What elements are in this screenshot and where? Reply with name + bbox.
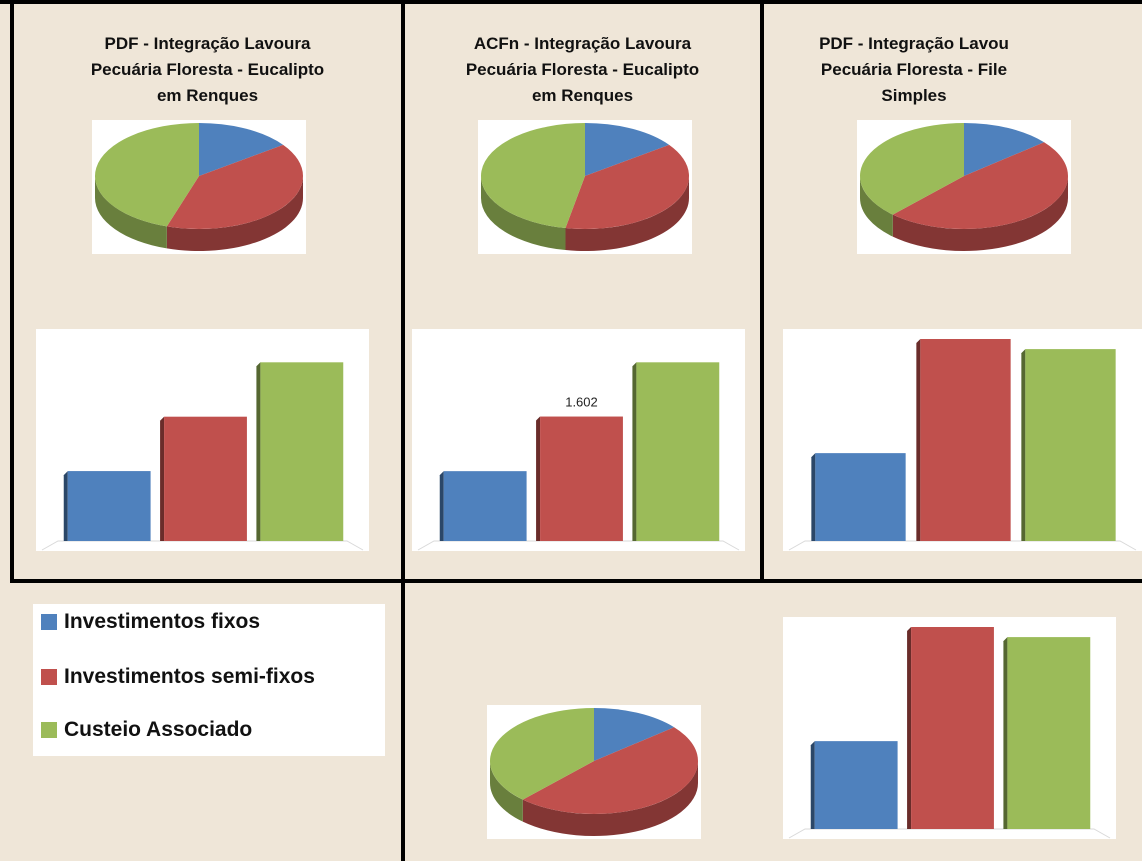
panel-2-title-line-1: ACFn - Integração Lavoura bbox=[473, 34, 692, 53]
floor-line bbox=[417, 540, 740, 551]
pie-chart-1 bbox=[92, 120, 306, 254]
slice-investimentos-semi-fixos bbox=[522, 727, 698, 814]
bar-svg bbox=[788, 339, 1137, 551]
top-border bbox=[0, 0, 1142, 4]
divider-vertical-2 bbox=[760, 0, 764, 583]
slice-investimentos-semi-fixos-side bbox=[522, 761, 698, 836]
slice-investimentos-semi-fixos bbox=[892, 142, 1068, 229]
panel-3-title-line-3: Simples bbox=[881, 86, 947, 105]
slice-custeio-associado-side bbox=[490, 761, 523, 822]
slice-investimentos-semi-fixos-side bbox=[166, 176, 303, 251]
slice-investimentos-semi-fixos-side bbox=[892, 176, 1068, 251]
bar-investimentos-semi-fixos bbox=[920, 339, 1011, 541]
bar-investimentos-fixos bbox=[443, 471, 527, 541]
floor-line bbox=[41, 540, 364, 551]
bar-investimentos-fixos bbox=[814, 741, 898, 829]
left-border bbox=[10, 0, 14, 583]
legend-item-investimentos-fixos: Investimentos fixos bbox=[41, 606, 260, 638]
legend-swatch-blue bbox=[41, 614, 57, 630]
bar-svg bbox=[41, 362, 364, 551]
panel-1-title: PDF - Integração Lavoura Pecuária Flores… bbox=[14, 31, 401, 109]
divider-horizontal bbox=[10, 579, 1142, 583]
panel-1-title-line-1: PDF - Integração Lavoura bbox=[104, 34, 311, 53]
bar-investimentos-fixos bbox=[815, 453, 906, 541]
panel-3-title-line-2: Pecuária Floresta - File bbox=[820, 60, 1008, 79]
bar-investimentos-semi-fixos bbox=[540, 416, 623, 541]
bar-investimentos-fixos-side bbox=[811, 453, 816, 541]
bar-chart-3 bbox=[783, 329, 1142, 551]
bar-chart-1 bbox=[36, 329, 369, 551]
bar-investimentos-semi-fixos-side bbox=[160, 416, 165, 541]
pie-chart-2 bbox=[478, 120, 692, 254]
floor-line bbox=[788, 540, 1137, 551]
bar-custeio-associado-side bbox=[632, 362, 637, 541]
bar-custeio-associado-side bbox=[256, 362, 261, 541]
bar-custeio-associado bbox=[1025, 349, 1116, 541]
slice-investimentos-fixos bbox=[594, 708, 675, 761]
bar-custeio-associado bbox=[636, 362, 720, 541]
pie-svg bbox=[490, 708, 698, 836]
bar-investimentos-semi-fixos bbox=[164, 416, 247, 541]
legend-item-investimentos-semi-fixos: Investimentos semi-fixos bbox=[41, 661, 315, 693]
slice-custeio-associado-side bbox=[481, 176, 566, 251]
slice-investimentos-fixos bbox=[199, 123, 284, 176]
panel-2-title-line-3: em Renques bbox=[531, 86, 634, 105]
pie-svg bbox=[860, 123, 1068, 251]
legend: Investimentos fixos Investimentos semi-f… bbox=[33, 604, 385, 756]
legend-swatch-green bbox=[41, 722, 57, 738]
bar-svg bbox=[788, 627, 1111, 839]
bar-investimentos-semi-fixos-side bbox=[916, 339, 921, 541]
bar-investimentos-fixos bbox=[67, 471, 151, 541]
bar-svg: 1.602 bbox=[417, 362, 740, 551]
legend-label: Investimentos semi-fixos bbox=[64, 665, 315, 688]
pie-svg bbox=[94, 123, 304, 251]
slice-investimentos-fixos bbox=[964, 123, 1045, 176]
panel-3-title: PDF - Integração Lavou Pecuária Floresta… bbox=[778, 31, 1050, 109]
bar-custeio-associado-side bbox=[1021, 349, 1026, 541]
data-label: 1.602 bbox=[565, 395, 598, 410]
bar-investimentos-semi-fixos-side bbox=[536, 416, 541, 541]
bar-custeio-associado bbox=[1007, 637, 1091, 829]
bar-chart-4 bbox=[783, 617, 1116, 839]
slice-investimentos-semi-fixos bbox=[565, 144, 689, 229]
bar-investimentos-fixos-side bbox=[63, 471, 68, 541]
slice-custeio-associado-side bbox=[860, 176, 893, 237]
bar-custeio-associado-side bbox=[1003, 637, 1008, 829]
slice-investimentos-fixos bbox=[585, 123, 670, 176]
divider-vertical-1 bbox=[401, 0, 405, 861]
panel-1-title-line-2: Pecuária Floresta - Eucalipto bbox=[90, 60, 325, 79]
slice-custeio-associado-side bbox=[95, 176, 167, 249]
slice-custeio-associado bbox=[94, 123, 199, 227]
bar-chart-2: 1.602 bbox=[412, 329, 745, 551]
slice-custeio-associado bbox=[860, 123, 964, 215]
bar-investimentos-semi-fixos-side bbox=[907, 627, 912, 829]
legend-item-custeio-associado: Custeio Associado bbox=[41, 714, 252, 746]
slice-investimentos-semi-fixos-side bbox=[565, 176, 689, 251]
bar-investimentos-fixos-side bbox=[439, 471, 444, 541]
bar-custeio-associado bbox=[260, 362, 344, 541]
bar-investimentos-semi-fixos bbox=[911, 627, 994, 829]
pie-chart-3 bbox=[857, 120, 1071, 254]
panel-2-title: ACFn - Integração Lavoura Pecuária Flore… bbox=[405, 31, 760, 109]
bar-investimentos-fixos-side bbox=[810, 741, 815, 829]
slice-custeio-associado bbox=[480, 123, 585, 229]
slice-custeio-associado bbox=[490, 708, 594, 800]
pie-svg bbox=[480, 123, 689, 251]
legend-label: Investimentos fixos bbox=[64, 610, 261, 633]
panel-3-title-line-1: PDF - Integração Lavou bbox=[819, 34, 1009, 53]
floor-line bbox=[788, 828, 1111, 839]
slice-investimentos-semi-fixos bbox=[166, 144, 304, 229]
legend-label: Custeio Associado bbox=[64, 718, 253, 741]
panel-1-title-line-3: em Renques bbox=[156, 86, 259, 105]
legend-swatch-red bbox=[41, 669, 57, 685]
pie-chart-4 bbox=[487, 705, 701, 839]
panel-2-title-line-2: Pecuária Floresta - Eucalipto bbox=[465, 60, 700, 79]
